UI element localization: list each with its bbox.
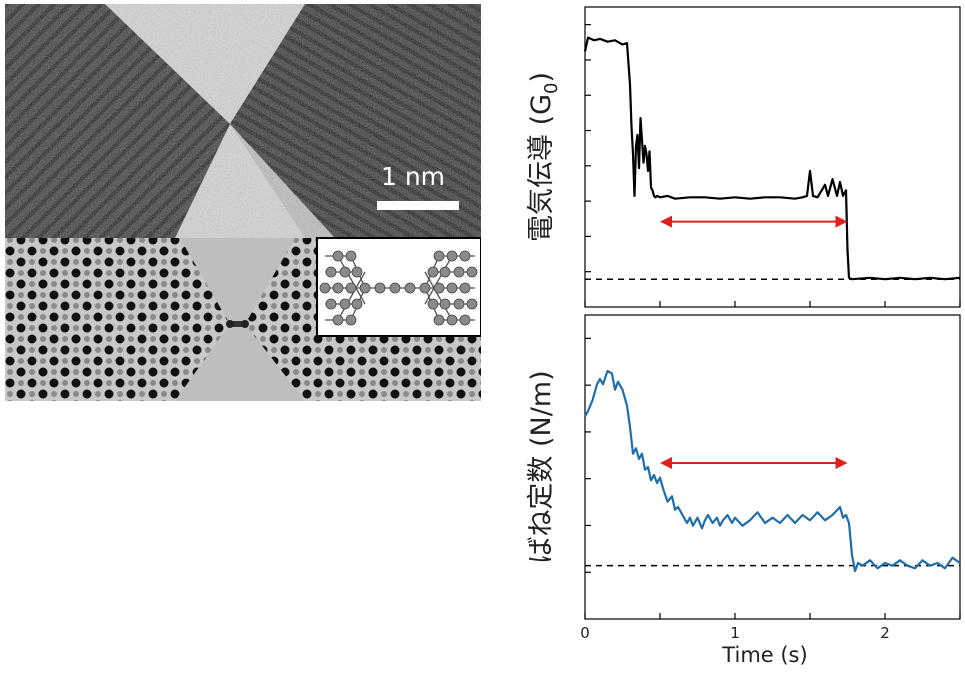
x-ticks-top: [584, 301, 961, 307]
hrtem-image: 1 nm: [5, 4, 481, 238]
charts-svg: 電気伝導 (G0) 0 1 2 ばね定数 (N/m) Time (s): [526, 6, 961, 667]
microscopy-panel: 1 nm: [5, 4, 482, 401]
series-line-spring-constant: [584, 369, 961, 573]
arrow-head-right: [835, 215, 848, 228]
y-ticks-bottom: [585, 337, 591, 573]
microscopy-figure: 1 nm: [5, 4, 482, 401]
chart-panel: 電気伝導 (G0) 0 1 2 ばね定数 (N/m) Time (s): [500, 0, 965, 670]
series-line-conductance: [583, 36, 961, 281]
atomic-model-inset: [316, 237, 482, 337]
arrow-head-left: [660, 457, 672, 469]
plateau-arrow-bottom: [660, 457, 848, 469]
simulated-image: [5, 238, 481, 401]
chart-spring-constant: 0 1 2 ばね定数 (N/m) Time (s): [526, 314, 961, 667]
arrow-head-right: [835, 457, 848, 469]
chart-conductance: 電気伝導 (G0): [526, 6, 961, 308]
plateau-arrow-top: [660, 215, 848, 228]
plot-frame-bottom: [584, 314, 961, 620]
scale-bar: [377, 201, 459, 210]
y-axis-label-top: 電気伝導 (G0): [526, 72, 562, 242]
x-axis-label: Time (s): [721, 643, 807, 667]
x-tick-label: 2: [880, 624, 890, 642]
x-tick-label: 0: [580, 624, 590, 642]
arrow-head-left: [660, 215, 672, 228]
x-ticks-bottom: 0 1 2: [580, 613, 961, 642]
y-axis-label-bottom: ばね定数 (N/m): [526, 370, 557, 563]
plot-frame-top: [584, 6, 961, 308]
x-tick-label: 1: [730, 624, 740, 642]
scale-bar-label: 1 nm: [381, 162, 445, 191]
y-ticks-top: [585, 24, 591, 273]
